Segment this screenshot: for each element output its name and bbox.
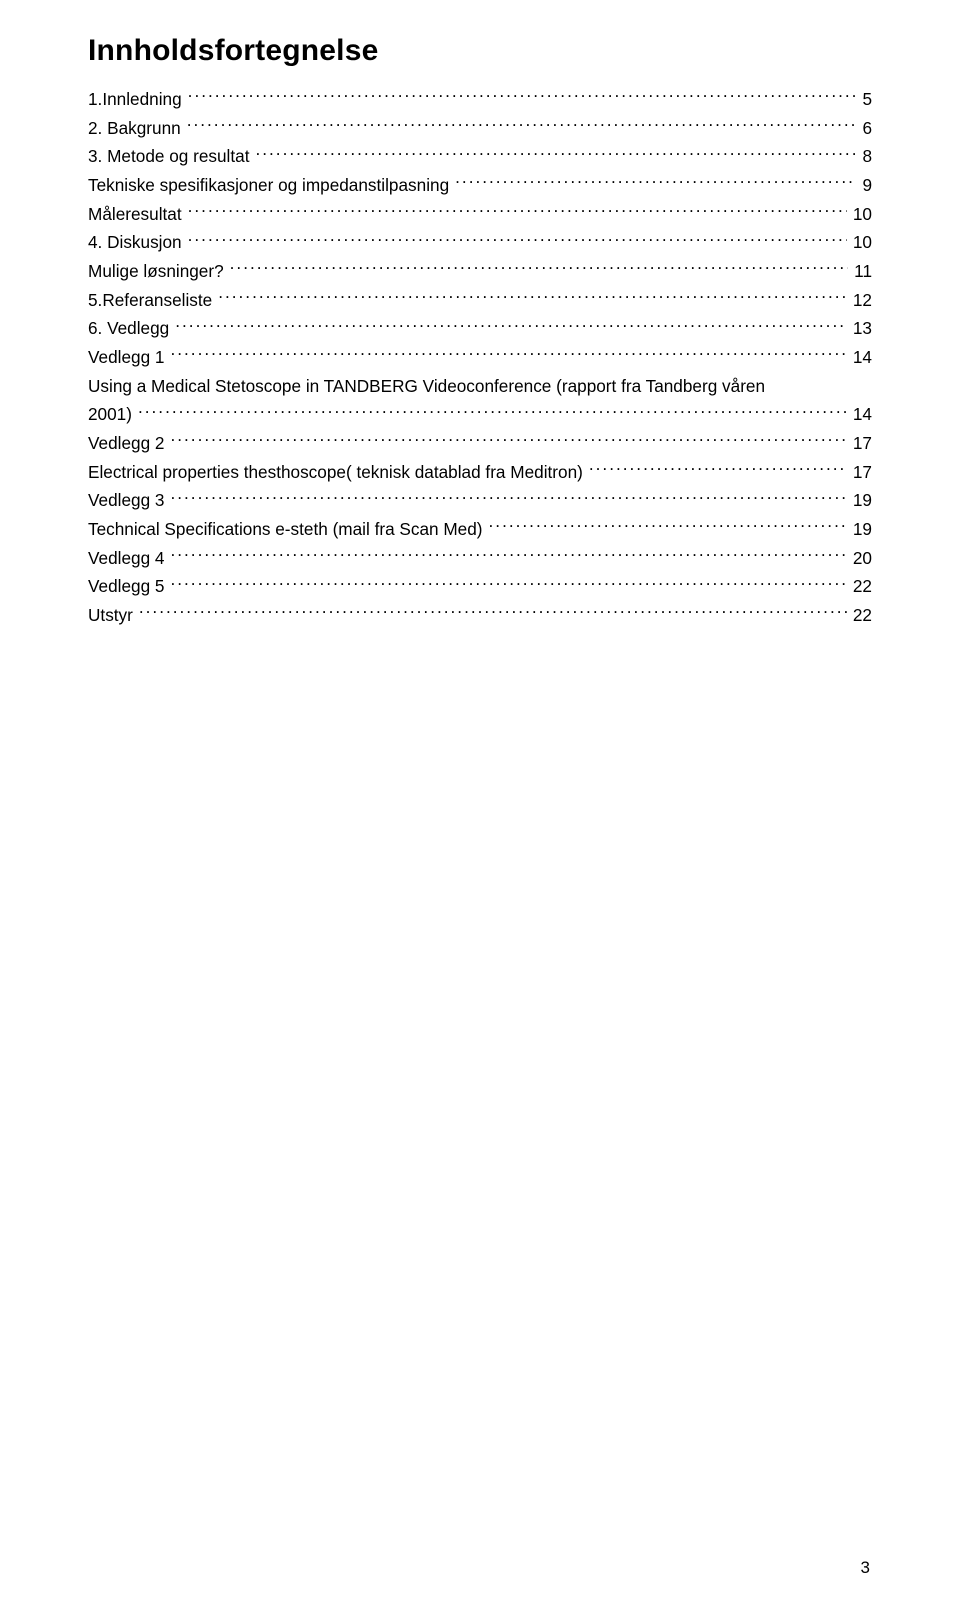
toc-entry-label: Using a Medical Stetoscope in TANDBERG V… <box>88 376 765 396</box>
toc-entry: Utstyr 22 <box>88 602 872 629</box>
toc-entry: Using a Medical Stetoscope in TANDBERG V… <box>88 373 872 400</box>
toc-entry: 6. Vedlegg 13 <box>88 315 872 342</box>
toc-entry: Vedlegg 3 19 <box>88 487 872 514</box>
toc-entry-label: 6. Vedlegg <box>88 315 169 342</box>
toc-leader-dots <box>455 174 856 191</box>
toc-entry: 2. Bakgrunn 6 <box>88 115 872 142</box>
toc-entry: Vedlegg 2 17 <box>88 430 872 457</box>
document-page: Innholdsfortegnelse 1.Innledning52. Bakg… <box>0 0 960 1614</box>
toc-entry-label: 3. Metode og resultat <box>88 143 249 170</box>
toc-entry: 1.Innledning 5 <box>88 86 872 113</box>
toc-leader-dots <box>170 346 846 363</box>
toc-entry-label: Vedlegg 3 <box>88 487 164 514</box>
toc-entry-label: Vedlegg 1 <box>88 344 164 371</box>
page-number: 3 <box>861 1558 870 1578</box>
toc-entry: 3. Metode og resultat 8 <box>88 143 872 170</box>
toc-entry-page: 10 <box>853 201 872 228</box>
toc-leader-dots <box>187 116 857 133</box>
toc-entry-label: 4. Diskusjon <box>88 229 182 256</box>
toc-entry: Tekniske spesifikasjoner og impedanstilp… <box>88 172 872 199</box>
toc-entry: Vedlegg 4 20 <box>88 545 872 572</box>
toc-entry-page: 10 <box>853 229 872 256</box>
toc-entry-page: 6 <box>862 115 872 142</box>
toc-entry-page: 11 <box>854 258 872 285</box>
toc-leader-dots <box>230 260 849 277</box>
toc-entry-page: 13 <box>853 315 872 342</box>
toc-leader-dots <box>255 145 856 162</box>
toc-entry-page: 12 <box>853 287 872 314</box>
toc-entry-label: Vedlegg 2 <box>88 430 164 457</box>
toc-entry-label: Electrical properties thesthoscope( tekn… <box>88 459 583 486</box>
toc-list: 1.Innledning52. Bakgrunn63. Metode og re… <box>88 86 872 628</box>
toc-entry-page: 19 <box>853 516 872 543</box>
toc-entry-page: 8 <box>862 143 872 170</box>
toc-entry-page: 17 <box>853 459 872 486</box>
toc-leader-dots <box>170 546 846 563</box>
toc-entry-page: 5 <box>862 86 872 113</box>
toc-leader-dots <box>589 460 847 477</box>
toc-entry: Mulige løsninger? 11 <box>88 258 872 285</box>
toc-leader-dots <box>188 231 847 248</box>
toc-entry-label: Mulige løsninger? <box>88 258 224 285</box>
toc-entry-label: Vedlegg 5 <box>88 573 164 600</box>
toc-entry-label: 2. Bakgrunn <box>88 115 181 142</box>
toc-entry-page: 17 <box>853 430 872 457</box>
toc-title: Innholdsfortegnelse <box>88 34 872 68</box>
toc-leader-dots <box>188 202 847 219</box>
toc-entry-page: 20 <box>853 545 872 572</box>
toc-leader-dots <box>218 288 847 305</box>
toc-entry-page: 9 <box>862 172 872 199</box>
toc-entry-label: 1.Innledning <box>88 86 182 113</box>
toc-entry-page: 22 <box>853 573 872 600</box>
toc-leader-dots <box>489 518 847 535</box>
toc-leader-dots <box>138 403 847 420</box>
toc-entry: Måleresultat 10 <box>88 201 872 228</box>
toc-leader-dots <box>175 317 847 334</box>
toc-entry: 2001) 14 <box>88 401 872 428</box>
toc-entry-page: 22 <box>853 602 872 629</box>
toc-entry-label: Vedlegg 4 <box>88 545 164 572</box>
toc-entry-page: 14 <box>853 344 872 371</box>
toc-entry-label: 2001) <box>88 401 132 428</box>
toc-leader-dots <box>139 604 847 621</box>
toc-entry-label: 5.Referanseliste <box>88 287 212 314</box>
toc-entry-page: 14 <box>853 401 872 428</box>
toc-entry: Electrical properties thesthoscope( tekn… <box>88 459 872 486</box>
toc-leader-dots <box>170 432 846 449</box>
toc-leader-dots <box>188 88 857 105</box>
toc-entry: 5.Referanseliste 12 <box>88 287 872 314</box>
toc-entry-label: Technical Specifications e-steth (mail f… <box>88 516 483 543</box>
toc-entry-label: Måleresultat <box>88 201 182 228</box>
toc-entry: Technical Specifications e-steth (mail f… <box>88 516 872 543</box>
toc-entry: 4. Diskusjon 10 <box>88 229 872 256</box>
toc-entry-label: Utstyr <box>88 602 133 629</box>
toc-entry-label: Tekniske spesifikasjoner og impedanstilp… <box>88 172 449 199</box>
toc-leader-dots <box>170 489 846 506</box>
toc-entry: Vedlegg 1 14 <box>88 344 872 371</box>
toc-leader-dots <box>170 575 846 592</box>
toc-entry-page: 19 <box>853 487 872 514</box>
toc-entry: Vedlegg 5 22 <box>88 573 872 600</box>
